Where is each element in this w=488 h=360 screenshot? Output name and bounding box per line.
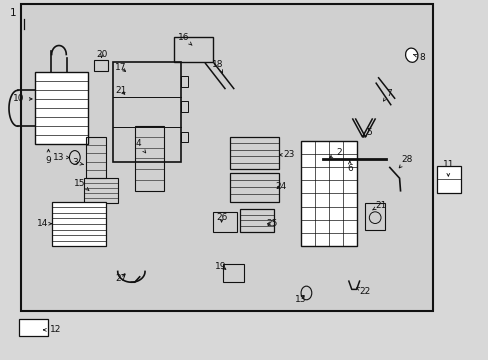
Text: 8: 8 [413, 53, 424, 62]
Text: 21: 21 [115, 86, 126, 95]
Text: 21: 21 [372, 201, 386, 210]
Text: 14: 14 [37, 219, 51, 228]
Text: 4: 4 [135, 139, 145, 153]
Text: 1: 1 [10, 8, 16, 18]
Bar [229, 137, 278, 169]
Text: 9: 9 [45, 149, 51, 166]
Bar [436, 166, 460, 193]
Bar [229, 173, 278, 202]
Text: 12: 12 [43, 325, 61, 334]
Bar [365, 203, 384, 230]
Text: 17: 17 [115, 63, 126, 72]
Text: 18: 18 [212, 60, 224, 73]
Text: 28: 28 [398, 155, 412, 168]
Text: 13: 13 [295, 294, 306, 303]
Bar [173, 37, 212, 62]
Text: 11: 11 [442, 161, 453, 176]
Text: 3: 3 [72, 158, 83, 167]
Bar [86, 137, 105, 178]
Bar [222, 264, 243, 282]
Text: 20: 20 [96, 50, 107, 59]
Text: 10: 10 [13, 94, 32, 103]
Bar [35, 72, 88, 144]
Bar [21, 4, 432, 311]
Text: 15: 15 [74, 179, 89, 190]
Text: 27: 27 [115, 274, 126, 283]
Text: 7: 7 [383, 89, 391, 101]
Bar [19, 319, 47, 336]
Text: 16: 16 [178, 33, 192, 45]
Text: 6: 6 [346, 161, 352, 173]
Bar [212, 212, 237, 232]
Bar [181, 132, 188, 142]
Text: 22: 22 [356, 287, 370, 296]
Bar [113, 62, 181, 162]
Bar [239, 209, 273, 232]
Text: 13: 13 [52, 153, 69, 162]
Ellipse shape [405, 48, 417, 62]
Text: 24: 24 [274, 182, 285, 191]
Bar [300, 140, 356, 246]
Bar [52, 202, 105, 246]
Bar [135, 126, 163, 191]
Bar [181, 76, 188, 87]
Text: 2: 2 [329, 148, 342, 157]
Text: 26: 26 [216, 213, 227, 222]
Bar [181, 102, 188, 112]
Bar [83, 178, 118, 203]
Text: 25: 25 [265, 219, 277, 228]
Bar [94, 60, 108, 71]
Text: 23: 23 [279, 150, 294, 159]
Text: 19: 19 [215, 262, 226, 271]
Text: 5: 5 [363, 128, 371, 137]
